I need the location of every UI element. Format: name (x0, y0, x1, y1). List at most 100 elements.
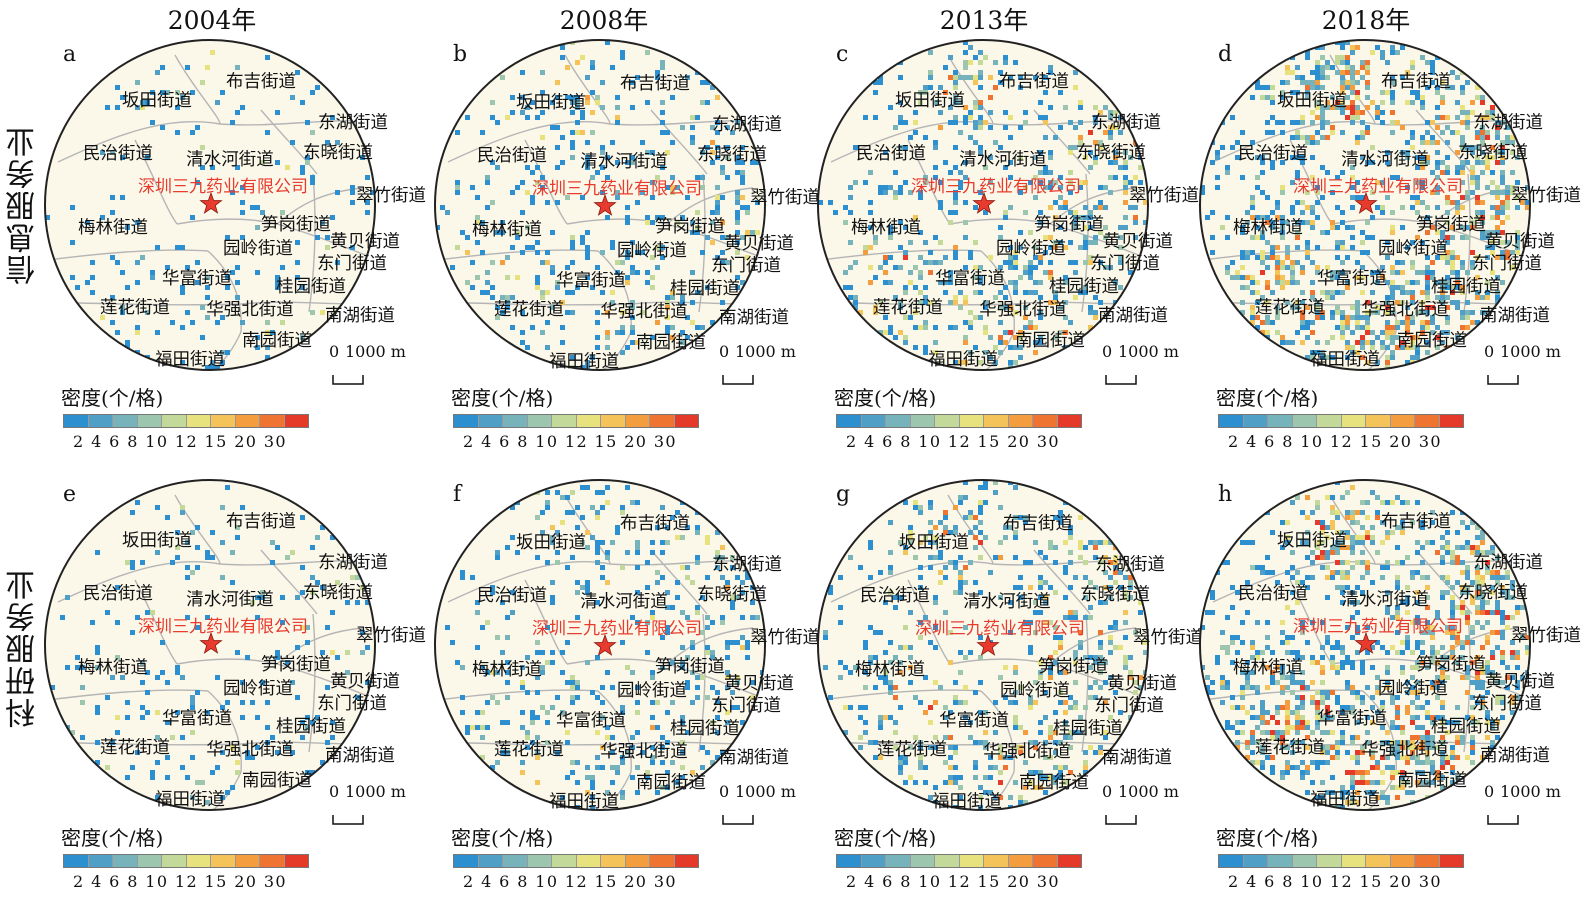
density-cell (1440, 80, 1445, 85)
density-cell (1290, 205, 1295, 210)
density-cell (1270, 570, 1275, 575)
density-cell (460, 570, 465, 575)
density-cell (1390, 80, 1395, 85)
district-label: 民治街道 (477, 586, 547, 606)
density-cell (988, 255, 993, 260)
density-cell (680, 340, 685, 345)
district-label: 南湖街道 (719, 308, 789, 328)
density-cell (1390, 330, 1395, 335)
density-cell (240, 505, 245, 510)
density-cell (1445, 285, 1450, 290)
density-cell (1480, 580, 1485, 585)
density-cell (1480, 600, 1485, 605)
density-cell (1410, 575, 1415, 580)
density-cell (1235, 635, 1240, 640)
density-cell (1455, 150, 1460, 155)
density-cell (1018, 190, 1023, 195)
density-cell (1108, 560, 1113, 565)
density-cell (745, 640, 750, 645)
density-cell (1270, 530, 1275, 535)
legend-swatch (674, 415, 698, 427)
density-cell (1300, 740, 1305, 745)
density-cell (978, 805, 983, 810)
density-cell (1330, 570, 1335, 575)
density-cell (140, 100, 145, 105)
density-cell (1028, 650, 1033, 655)
density-cell (190, 705, 195, 710)
density-cell (1385, 150, 1390, 155)
density-cell (1265, 255, 1270, 260)
density-cell (1073, 225, 1078, 230)
density-cell (1460, 590, 1465, 595)
density-cell (240, 715, 245, 720)
density-cell (1480, 150, 1485, 155)
district-label: 坂田街道 (516, 93, 586, 113)
density-cell (1410, 675, 1415, 680)
density-cell (978, 500, 983, 505)
density-cell (1320, 105, 1325, 110)
density-cell (610, 140, 615, 145)
density-cell (1305, 725, 1310, 730)
density-cell (670, 175, 675, 180)
density-cell (1480, 95, 1485, 100)
density-cell (280, 620, 285, 625)
density-cell (1350, 685, 1355, 690)
density-cell (205, 550, 210, 555)
density-cell (968, 530, 973, 535)
density-cell (1485, 165, 1490, 170)
density-cell (260, 590, 265, 595)
district-label: 南湖街道 (325, 746, 395, 766)
density-cell (1270, 320, 1275, 325)
density-cell (595, 545, 600, 550)
density-cell (1465, 120, 1470, 125)
density-cell (1380, 500, 1385, 505)
legend-color-bar (63, 414, 309, 428)
density-cell (80, 665, 85, 670)
density-cell (555, 550, 560, 555)
density-cell (265, 700, 270, 705)
density-cell (155, 550, 160, 555)
density-cell (1350, 550, 1355, 555)
density-cell (270, 330, 275, 335)
density-cell (550, 595, 555, 600)
density-cell (1300, 510, 1305, 515)
density-cell (540, 530, 545, 535)
density-cell (1048, 105, 1053, 110)
density-cell (1435, 715, 1440, 720)
density-cell (570, 145, 575, 150)
district-label: 梅林街道 (851, 218, 921, 238)
density-cell (1490, 270, 1495, 275)
density-cell (1068, 210, 1073, 215)
density-cell (540, 650, 545, 655)
legend-tick-labels: 2 4 6 8 10 12 15 20 30 (73, 872, 288, 891)
density-cell (978, 540, 983, 545)
density-cell (1300, 680, 1305, 685)
density-cell (953, 530, 958, 535)
density-cell (205, 555, 210, 560)
density-cell (1490, 675, 1495, 680)
density-cell (545, 320, 550, 325)
density-cell (1300, 655, 1305, 660)
density-cell (1295, 65, 1300, 70)
density-cell (1260, 715, 1265, 720)
density-cell (938, 200, 943, 205)
density-cell (1460, 740, 1465, 745)
density-cell (918, 575, 923, 580)
density-cell (1350, 800, 1355, 805)
density-cell (1425, 295, 1430, 300)
density-cell (1355, 315, 1360, 320)
density-cell (620, 55, 625, 60)
density-cell (1450, 290, 1455, 295)
density-cell (848, 295, 853, 300)
density-cell (555, 285, 560, 290)
density-cell (1500, 280, 1505, 285)
density-cell (943, 705, 948, 710)
density-cell (660, 60, 665, 65)
legend-swatch (88, 855, 113, 867)
density-cell (1435, 775, 1440, 780)
density-cell (1038, 730, 1043, 735)
district-boundary (174, 54, 221, 125)
density-cell (585, 530, 590, 535)
density-cell (680, 300, 685, 305)
density-cell (903, 625, 908, 630)
